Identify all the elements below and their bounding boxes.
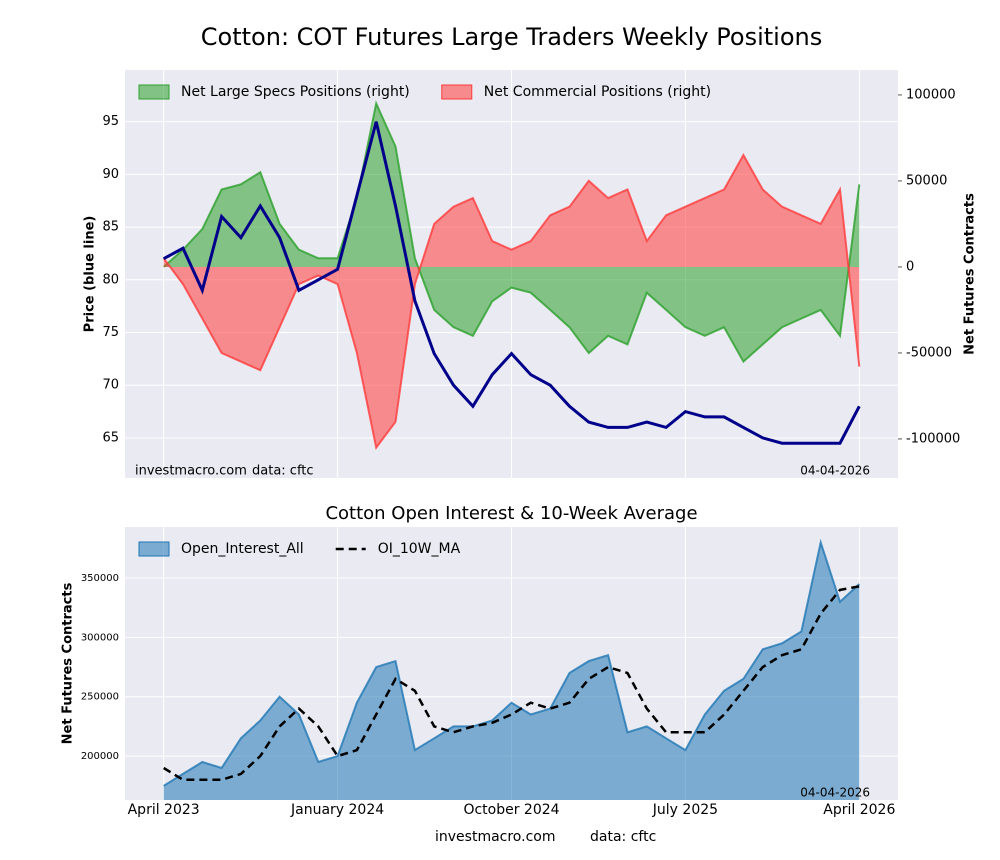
y-tick-label: 90 [102, 167, 119, 182]
legend-swatch [138, 541, 170, 557]
x-tick-label: April 2023 [128, 802, 200, 818]
chart-title: Cotton Open Interest & 10-Week Average [325, 503, 697, 524]
data-note: data: cftc [590, 829, 656, 845]
source: investmacro.com [435, 829, 555, 845]
line [163, 585, 860, 782]
y-tick-label: 75 [102, 325, 119, 340]
area-outline [163, 538, 860, 787]
area-outline [163, 100, 861, 364]
chart-title: Cotton: COT Futures Large Traders Weekly… [201, 23, 822, 51]
legend-label: Open_Interest_All [181, 541, 304, 557]
y-axis-label: Price (blue line) [83, 216, 98, 333]
y-tick-label: 350000 [81, 573, 119, 584]
area [163, 542, 860, 800]
legend-label: Net Commercial Positions (right) [484, 84, 711, 100]
y2-tick-label: 100000 [906, 87, 956, 102]
y2-tick-label: -50000 [906, 345, 952, 360]
legend-label: OI_10W_MA [378, 541, 461, 557]
legend-swatch [138, 84, 170, 100]
x-tick-label: October 2024 [463, 802, 559, 818]
y-tick-label: 250000 [81, 692, 119, 703]
y-tick-label: 200000 [81, 751, 119, 762]
y-tick-label: 300000 [81, 632, 119, 643]
y2-tick-label: 50000 [906, 173, 947, 188]
line [162, 121, 861, 445]
y-axis-label: Net Futures Contracts [61, 582, 76, 744]
y2-axis-label: Net Futures Contracts [963, 193, 978, 355]
y2-tick-label: 0 [906, 259, 914, 274]
area-outline [162, 153, 861, 450]
data-note: data: cftc [252, 464, 314, 479]
x-tick-label: April 2026 [823, 802, 895, 818]
area [163, 155, 860, 448]
area [163, 103, 860, 362]
legend-swatch [441, 84, 473, 100]
y-tick-label: 85 [102, 220, 119, 235]
legend-label: Net Large Specs Positions (right) [181, 84, 410, 100]
y-tick-label: 80 [102, 272, 119, 287]
y-tick-label: 95 [102, 114, 119, 129]
x-tick-label: July 2025 [652, 802, 718, 818]
x-tick-label: January 2024 [290, 802, 384, 818]
source: investmacro.com [135, 464, 247, 479]
date-label: 04-04-2026 [800, 786, 870, 800]
date-label: 04-04-2026 [800, 464, 870, 478]
y-tick-label: 65 [102, 430, 119, 445]
y2-tick-label: -100000 [906, 431, 960, 446]
y-tick-label: 70 [102, 378, 119, 393]
